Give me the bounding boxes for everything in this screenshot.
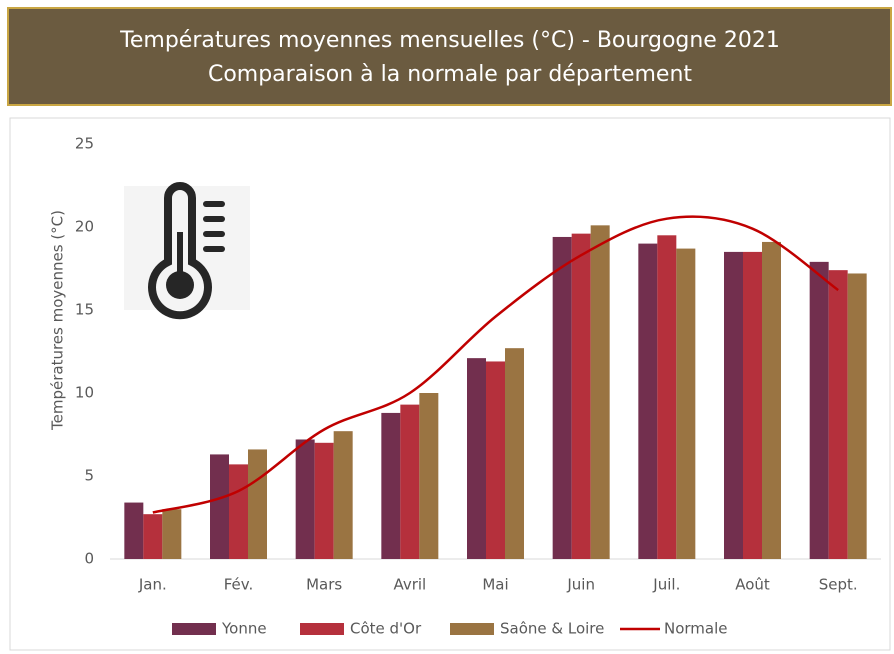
bar <box>809 261 829 559</box>
x-tick-label: Août <box>735 576 770 594</box>
bar <box>743 251 762 559</box>
x-tick-label: Juil. <box>652 576 680 594</box>
legend-label: Côte d'Or <box>350 620 422 638</box>
x-tick-label: Fév. <box>224 576 254 594</box>
bar <box>314 442 334 559</box>
header-box <box>7 7 892 106</box>
bar <box>657 235 677 560</box>
line <box>152 215 839 514</box>
bar <box>295 439 315 559</box>
bar <box>762 241 781 559</box>
bar <box>210 454 229 559</box>
legend-swatch <box>300 623 344 635</box>
bar <box>381 412 401 559</box>
x-tick-label: Avril <box>393 576 426 594</box>
x-tick-label: Jan. <box>138 576 167 594</box>
bar <box>400 404 420 559</box>
legend-label: Saône & Loire <box>500 620 604 638</box>
legend-label: Yonne <box>221 620 267 638</box>
x-tick-label: Mai <box>482 576 508 594</box>
bar <box>162 509 182 559</box>
thermometer-icon <box>124 182 250 320</box>
bar <box>419 393 439 559</box>
x-tick-label: Mars <box>306 576 342 594</box>
chart-subtitle: Comparaison à la normale par département <box>208 62 692 87</box>
bar <box>590 225 610 559</box>
y-tick-label: 10 <box>75 384 94 402</box>
plot-frame <box>9 117 891 651</box>
legend-swatch <box>450 623 494 635</box>
bar <box>638 243 658 559</box>
y-tick-label: 20 <box>75 218 94 236</box>
bar <box>828 270 848 559</box>
bar <box>847 273 867 559</box>
bar <box>552 236 572 559</box>
legend-label: Normale <box>664 620 728 638</box>
x-tick-label: Juin <box>566 576 595 594</box>
y-axis-label: Températures moyennes (°C) <box>49 210 67 431</box>
bar <box>724 251 743 559</box>
bar <box>124 502 144 559</box>
bar <box>229 464 248 559</box>
chart-title: Températures moyennes mensuelles (°C) - … <box>119 28 780 53</box>
bar <box>143 514 163 559</box>
bar <box>248 449 267 559</box>
y-tick-label: 15 <box>75 301 94 319</box>
bar <box>486 361 505 559</box>
legend-swatch <box>172 623 216 635</box>
y-tick-label: 5 <box>84 467 94 485</box>
bar <box>505 348 524 559</box>
bar <box>676 248 696 559</box>
bar <box>333 431 353 559</box>
y-tick-label: 0 <box>84 550 94 568</box>
bar <box>571 233 591 559</box>
bar <box>467 358 486 559</box>
y-tick-label: 25 <box>75 135 94 153</box>
x-tick-label: Sept. <box>819 576 858 594</box>
